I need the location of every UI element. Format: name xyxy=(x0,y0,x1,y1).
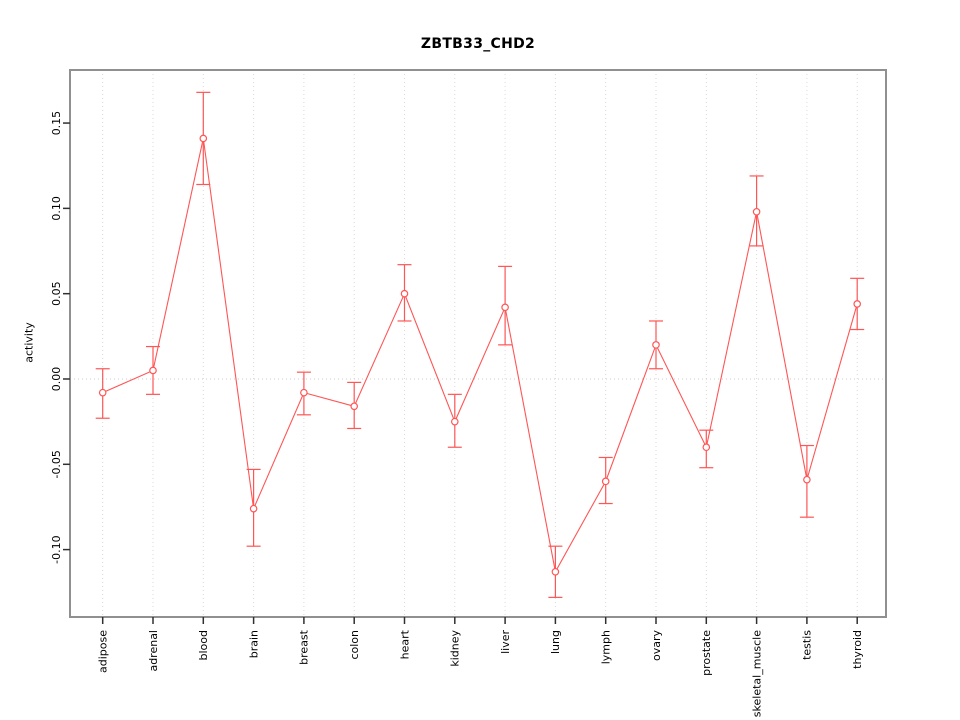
x-axis: adipose adrenal blood brain breast colon heart… xyxy=(97,617,864,717)
x-tick-label: kidney xyxy=(449,630,462,667)
grid-lines xyxy=(70,70,886,617)
y-tick-label: 0.10 xyxy=(50,196,63,221)
data-point-marker xyxy=(98,388,107,397)
data-point-marker xyxy=(551,567,560,576)
series-line xyxy=(102,138,858,574)
x-tick-label: heart xyxy=(398,629,411,659)
x-tick-label: lymph xyxy=(600,630,613,664)
data-point-marker xyxy=(601,477,610,486)
y-tick-label: -0.10 xyxy=(50,535,63,563)
x-tick-label: adipose xyxy=(97,630,110,673)
data-point-marker xyxy=(803,475,811,484)
y-tick-label: 0.05 xyxy=(50,281,63,306)
y-tick-label: 0.00 xyxy=(50,367,63,392)
y-tick-label: -0.05 xyxy=(50,450,63,478)
y-axis: -0.10 -0.05 0.00 0.05 0.10 0.15 xyxy=(50,111,70,564)
x-tick-label: blood xyxy=(197,630,210,660)
x-tick-label: adrenal xyxy=(147,630,160,672)
x-tick-label: colon xyxy=(348,630,361,660)
x-tick-label: liver xyxy=(499,630,512,654)
data-points xyxy=(98,134,862,576)
x-tick-label: prostate xyxy=(700,630,713,676)
error-bars xyxy=(95,91,865,598)
x-tick-label: ovary xyxy=(650,630,663,662)
data-point-marker xyxy=(752,207,761,216)
data-point-marker xyxy=(400,289,409,298)
x-tick-label: thyroid xyxy=(851,630,864,669)
x-tick-label: lung xyxy=(549,630,562,654)
y-axis-title: activity xyxy=(22,322,36,363)
data-point-marker xyxy=(652,341,660,349)
x-tick-label: skeletal_muscle xyxy=(750,630,763,717)
data-point-marker xyxy=(501,303,509,312)
data-point-marker xyxy=(199,134,208,143)
data-point-marker xyxy=(300,388,308,397)
data-point-marker xyxy=(702,443,711,452)
data-point-marker xyxy=(249,504,258,513)
x-tick-label: testis xyxy=(801,630,814,660)
plot-frame xyxy=(69,69,887,618)
data-point-marker xyxy=(450,417,459,426)
data-point-marker xyxy=(350,402,359,411)
data-point-marker xyxy=(149,366,157,375)
x-tick-label: breast xyxy=(298,629,311,665)
data-point-marker xyxy=(853,300,862,308)
chart-title: ZBTB33_CHD2 xyxy=(420,36,536,52)
y-tick-label: 0.15 xyxy=(50,111,63,136)
x-tick-label: brain xyxy=(247,630,260,658)
